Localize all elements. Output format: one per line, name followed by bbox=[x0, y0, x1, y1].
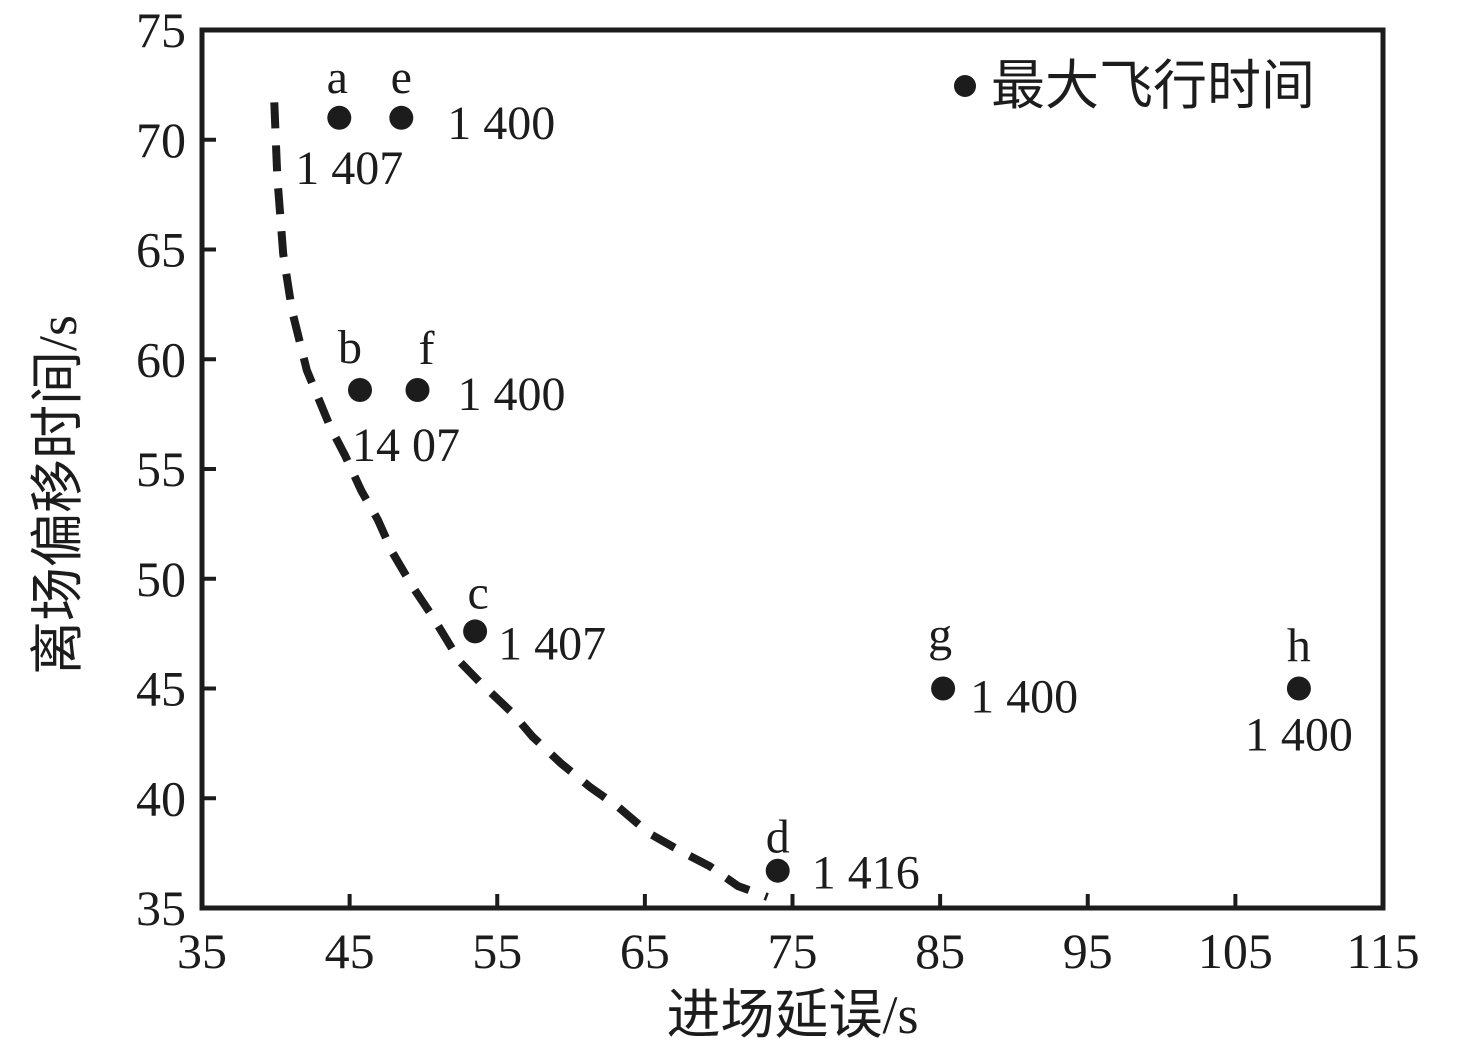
data-point-e bbox=[389, 105, 414, 130]
y-axis-title: 离场偏移时间/s bbox=[28, 314, 88, 676]
data-point-a bbox=[327, 105, 352, 130]
point-value-b: 14 07 bbox=[352, 419, 460, 472]
legend: 最大飞行时间 bbox=[954, 53, 1315, 119]
data-point-f bbox=[405, 378, 430, 402]
x-axis-title: 进场延误/s bbox=[666, 985, 919, 1045]
point-letter-a: a bbox=[327, 51, 348, 104]
point-value-a: 1 407 bbox=[295, 142, 403, 195]
legend-marker-icon bbox=[954, 75, 976, 97]
point-letter-g: g bbox=[928, 609, 952, 662]
data-point-h bbox=[1286, 676, 1311, 701]
point-letter-d: d bbox=[766, 811, 790, 864]
y-tick-label-45: 45 bbox=[136, 661, 186, 717]
point-value-g: 1 400 bbox=[970, 671, 1078, 724]
x-tick-label-35: 35 bbox=[177, 923, 227, 979]
x-tick-label-115: 115 bbox=[1346, 923, 1419, 979]
y-tick-label-50: 50 bbox=[136, 551, 186, 607]
data-point-c bbox=[463, 619, 488, 644]
point-value-f: 1 400 bbox=[458, 368, 566, 421]
y-tick-label-65: 65 bbox=[136, 222, 186, 278]
legend-label: 最大飞行时间 bbox=[991, 56, 1315, 116]
x-tick-label-105: 105 bbox=[1198, 923, 1273, 979]
x-tick-label-95: 95 bbox=[1063, 923, 1113, 979]
point-letter-e: e bbox=[391, 51, 412, 104]
x-tick-label-85: 85 bbox=[915, 923, 965, 979]
point-value-c: 1 407 bbox=[498, 617, 606, 670]
y-tick-label-75: 75 bbox=[136, 2, 186, 58]
y-tick-label-60: 60 bbox=[136, 331, 186, 387]
point-value-e: 1 400 bbox=[447, 97, 555, 150]
data-point-d bbox=[765, 858, 790, 883]
point-value-h: 1 400 bbox=[1245, 709, 1353, 762]
x-tick-label-65: 65 bbox=[620, 923, 670, 979]
y-tick-label-70: 70 bbox=[136, 112, 186, 168]
pareto-frontier-curve bbox=[270, 102, 769, 901]
point-value-d: 1 416 bbox=[812, 847, 920, 900]
y-tick-label-35: 35 bbox=[136, 880, 186, 936]
x-tick-label-45: 45 bbox=[325, 923, 375, 979]
data-point-g bbox=[931, 676, 956, 701]
point-letter-b: b bbox=[338, 321, 362, 374]
data-point-b bbox=[348, 378, 372, 402]
x-tick-label-75: 75 bbox=[768, 923, 818, 979]
point-letter-c: c bbox=[467, 566, 488, 619]
y-tick-label-40: 40 bbox=[136, 770, 186, 826]
y-tick-label-55: 55 bbox=[136, 441, 186, 497]
point-letter-f: f bbox=[419, 322, 435, 375]
x-tick-label-55: 55 bbox=[472, 923, 522, 979]
point-letter-h: h bbox=[1287, 620, 1311, 673]
